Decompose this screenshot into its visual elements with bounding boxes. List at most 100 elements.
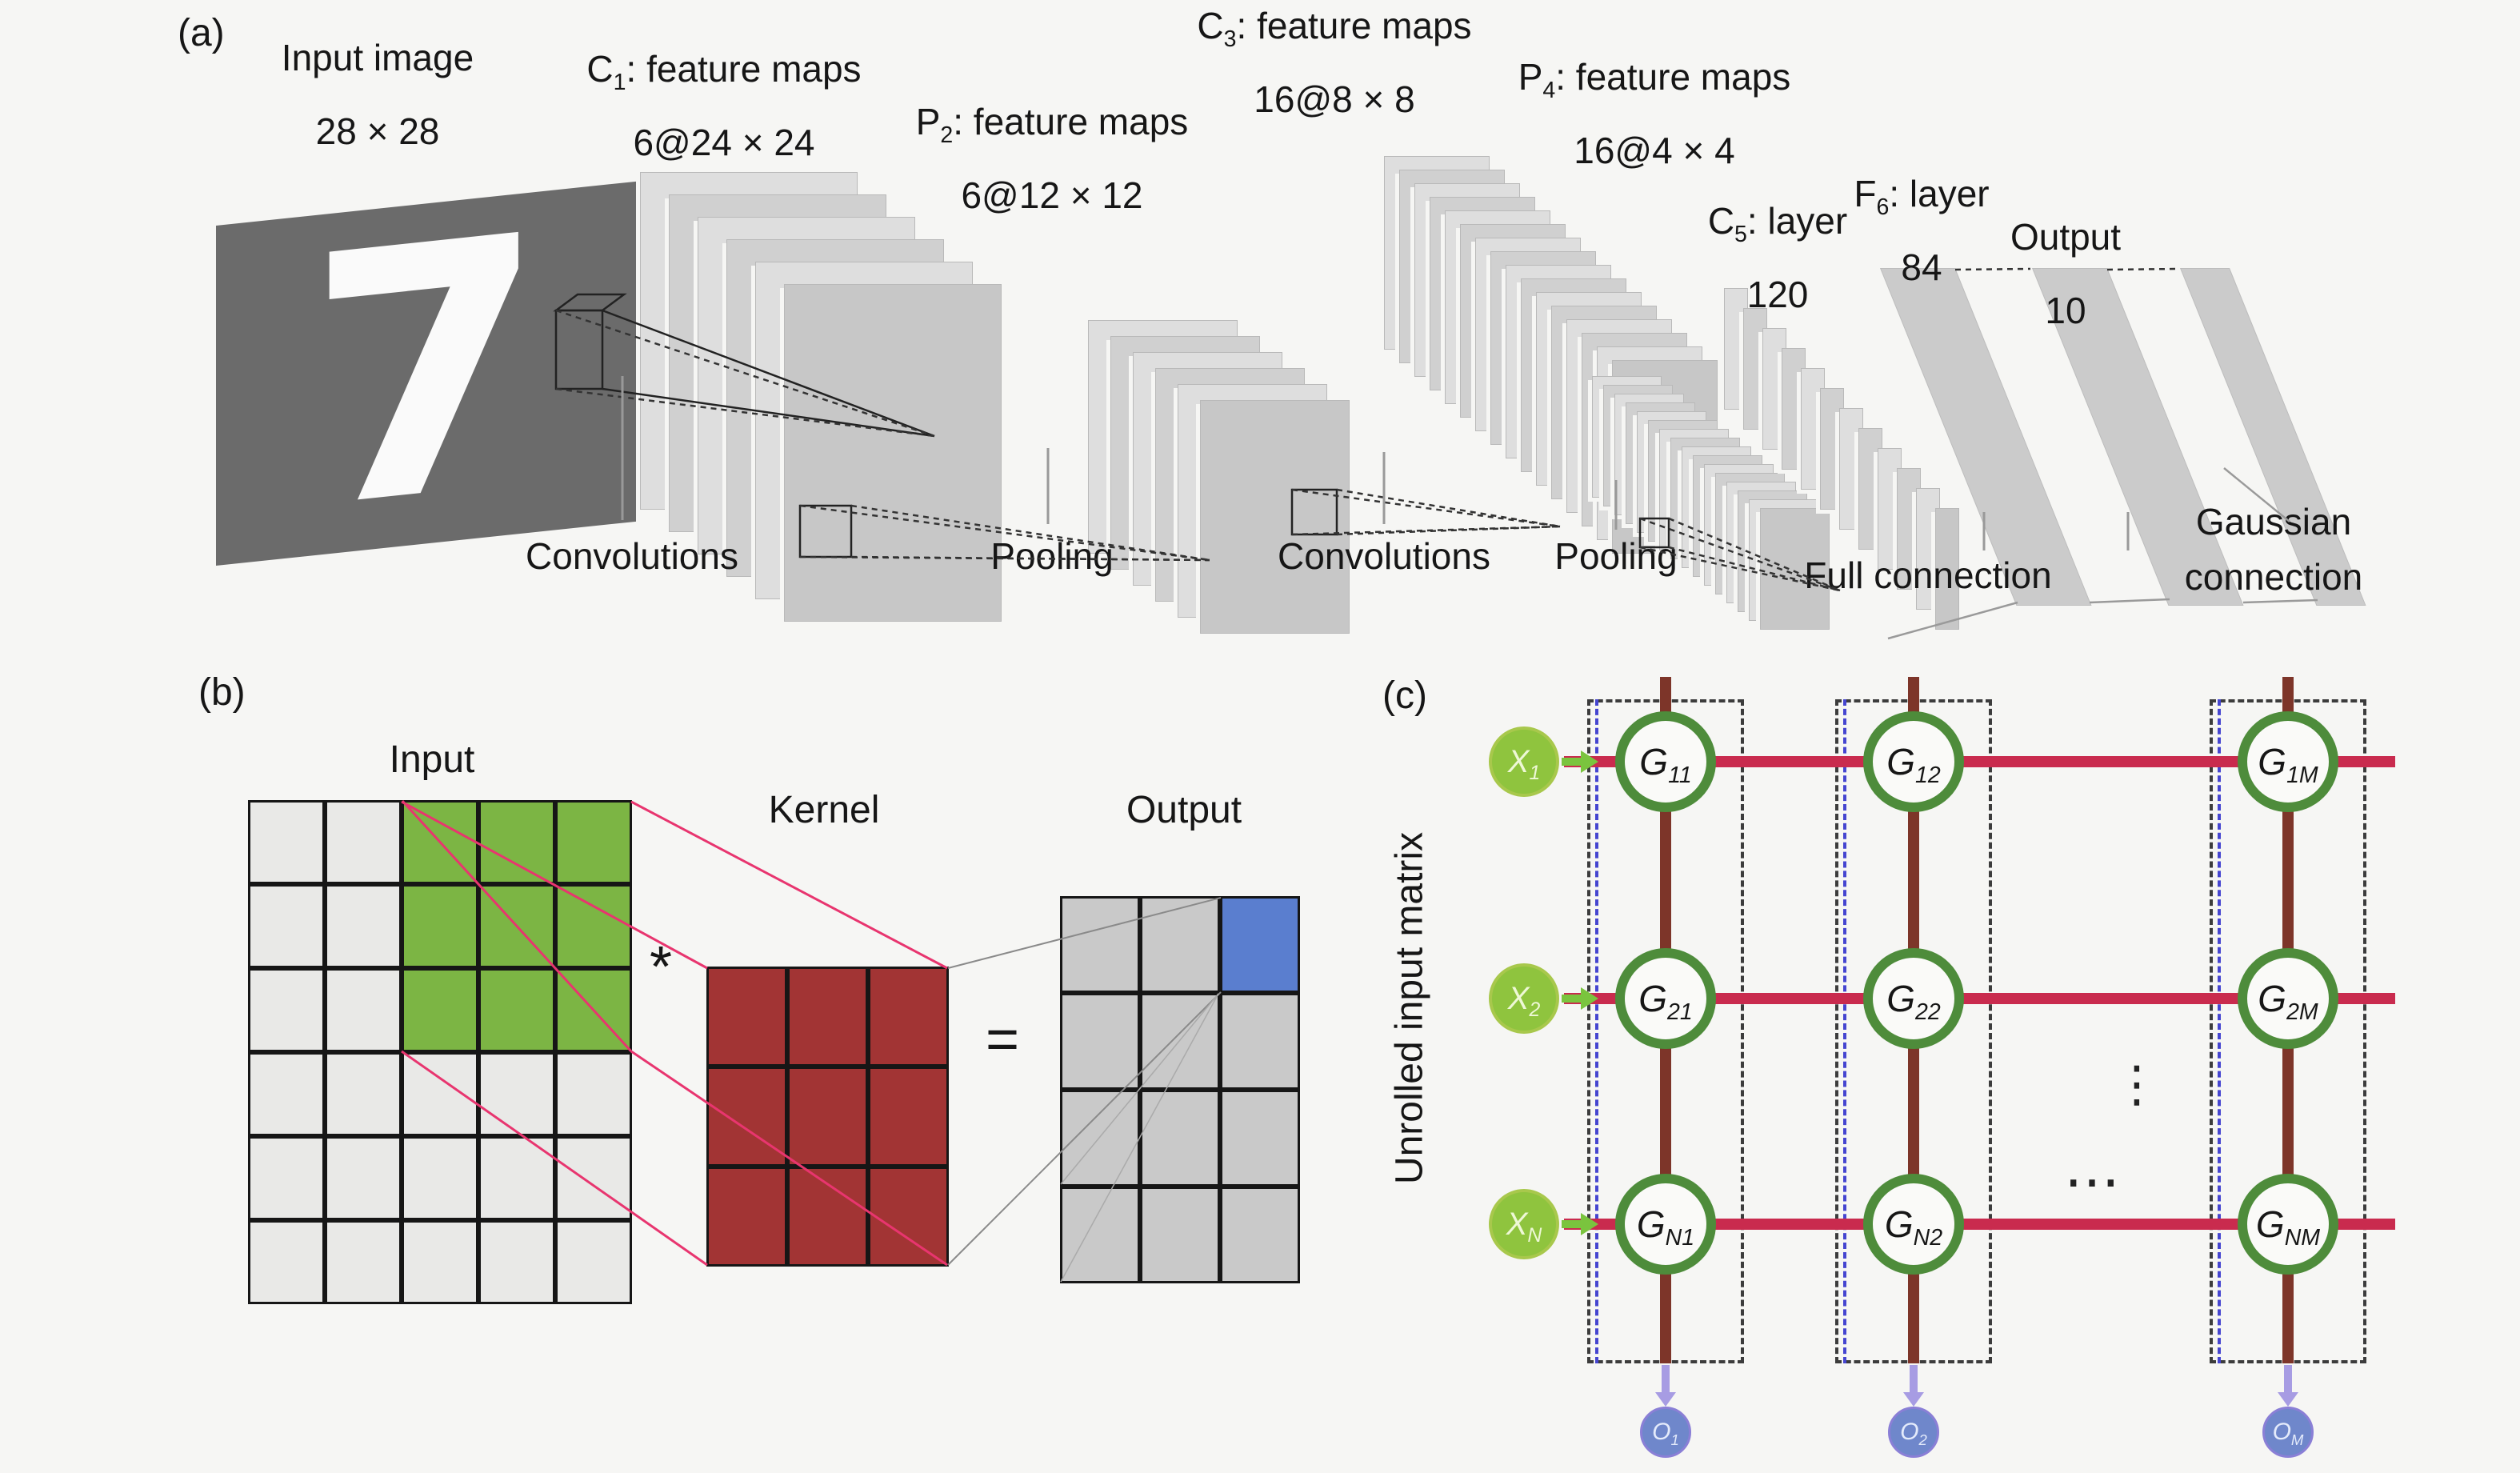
output-grid-cell: [1060, 1090, 1140, 1187]
input-grid-cell: [555, 884, 632, 968]
input-grid-cell: [248, 968, 325, 1052]
output-grid-cell: [1060, 896, 1140, 993]
caption-size: 16@4 × 4: [1574, 130, 1735, 172]
input-grid-cell: [555, 800, 632, 884]
caption-text: P: [1518, 56, 1543, 98]
caption-sub: 5: [1734, 222, 1747, 248]
kernel-grid-cell: [787, 967, 868, 1067]
output-node-om: OM: [2262, 1407, 2314, 1458]
mnist-input-image: 7: [216, 161, 636, 586]
output-grid-cell: [1060, 1187, 1140, 1283]
input-grid-cell: [248, 884, 325, 968]
conductance-cell-g1m: G1M: [2238, 711, 2338, 812]
equals-operator: =: [986, 1007, 1020, 1071]
input-grid-cell: [478, 968, 555, 1052]
output-grid-cell: [1220, 896, 1300, 993]
input-grid-cell: [478, 1052, 555, 1136]
gaussian-line1: Gaussian: [2195, 501, 2352, 542]
input-arrow-line: [1562, 758, 1582, 766]
caption-sub: 6: [1876, 194, 1890, 221]
caption-size: 6@24 × 24: [633, 122, 815, 164]
row-wire-2: [1564, 993, 2395, 1004]
input-grid-cell: [402, 968, 478, 1052]
input-grid-cell: [478, 884, 555, 968]
conductance-cell-g2m: G2M: [2238, 948, 2338, 1049]
input-grid-cell: [325, 800, 402, 884]
node-label: O1: [1652, 1419, 1679, 1448]
conductance-cell-g22: G22: [1863, 948, 1964, 1049]
p2-feature-map-sheet: [1200, 400, 1350, 634]
input-grid-cell: [555, 1052, 632, 1136]
input-grid-cell: [402, 1220, 478, 1304]
input-arrow-head: [1581, 1213, 1598, 1235]
output-arrow-line: [2284, 1365, 2292, 1394]
input-grid-cell: [555, 968, 632, 1052]
op-label-pooling-2: Pooling: [1554, 535, 1678, 577]
output-arrow-line: [1662, 1365, 1670, 1394]
caption-size: 28 × 28: [315, 110, 440, 153]
op-label-convolutions-1: Convolutions: [526, 535, 738, 577]
input-grid-cell: [248, 800, 325, 884]
caption-size: 84: [1901, 246, 1942, 289]
conductance-cell-g12: G12: [1863, 711, 1964, 812]
caption-input-image: Input image 28 × 28: [282, 38, 474, 151]
row-wire-1: [1564, 756, 2395, 767]
ellipsis-vertical: ⋮: [2112, 1055, 2162, 1113]
caption-sub: 4: [1542, 78, 1556, 104]
caption-size: 120: [1746, 274, 1809, 316]
conductance-cell-gn1: GN1: [1615, 1174, 1716, 1275]
caption-output: Output 10: [2010, 218, 2121, 330]
caption-text: : feature maps: [1236, 5, 1472, 46]
input-grid-cell: [402, 884, 478, 968]
caption-text: : layer: [1889, 173, 1990, 214]
caption-text: P: [915, 101, 941, 142]
caption-c5: C5: layer 120: [1708, 202, 1847, 314]
input-grid-cell: [325, 1136, 402, 1220]
output-arrow-head: [1903, 1392, 1924, 1407]
input-grid-cell: [248, 1052, 325, 1136]
input-arrow-line: [1562, 995, 1582, 1003]
input-grid-cell: [325, 884, 402, 968]
input-node-x1: X1: [1489, 726, 1559, 797]
input-grid-cell: [555, 1136, 632, 1220]
kernel-grid-label: Kernel: [768, 789, 880, 831]
op-label-gaussian-connection: Gaussian connection: [2185, 494, 2363, 605]
op-label-pooling-1: Pooling: [990, 535, 1114, 577]
output-grid-label: Output: [1126, 789, 1242, 831]
kernel-grid-cell: [868, 967, 949, 1067]
caption-text: Input image: [281, 37, 474, 78]
input-grid-cell: [402, 800, 478, 884]
output-grid-cell: [1140, 1090, 1220, 1187]
column-box-blue-edge: [1843, 699, 1846, 1363]
input-grid-cell: [478, 1136, 555, 1220]
conductance-cell-gn2: GN2: [1863, 1174, 1964, 1275]
caption-text: Output: [2010, 216, 2122, 258]
caption-sub: 1: [613, 70, 626, 96]
output-arrow-head: [2278, 1392, 2298, 1407]
node-label: XN: [1506, 1206, 1542, 1247]
caption-sub: 2: [940, 122, 954, 149]
c1-feature-map-sheet: [784, 284, 1002, 622]
panel-a-tag: (a): [178, 12, 225, 54]
input-grid-cell: [325, 968, 402, 1052]
caption-text: F: [1854, 173, 1877, 214]
caption-text: C: [1707, 200, 1735, 242]
panel-c-tag: (c): [1382, 674, 1427, 717]
input-grid-cell: [402, 1136, 478, 1220]
caption-sub: 3: [1223, 26, 1237, 53]
op-label-convolutions-2: Convolutions: [1278, 535, 1490, 577]
input-grid-cell: [325, 1052, 402, 1136]
convolution-operator: *: [650, 935, 673, 999]
output-grid-cell: [1140, 896, 1220, 993]
caption-size: 16@8 × 8: [1254, 78, 1415, 121]
caption-p4: P4: feature maps 16@4 × 4: [1518, 58, 1791, 170]
conductance-cell-gnm: GNM: [2238, 1174, 2338, 1275]
output-node-o1: O1: [1640, 1407, 1691, 1458]
node-label: X1: [1507, 743, 1541, 784]
node-label: O2: [1900, 1419, 1927, 1448]
caption-text: : feature maps: [1555, 56, 1791, 98]
gaussian-line2: connection: [2184, 556, 2363, 598]
caption-f6: F6: layer 84: [1854, 174, 1989, 287]
input-grid-cell: [478, 1220, 555, 1304]
